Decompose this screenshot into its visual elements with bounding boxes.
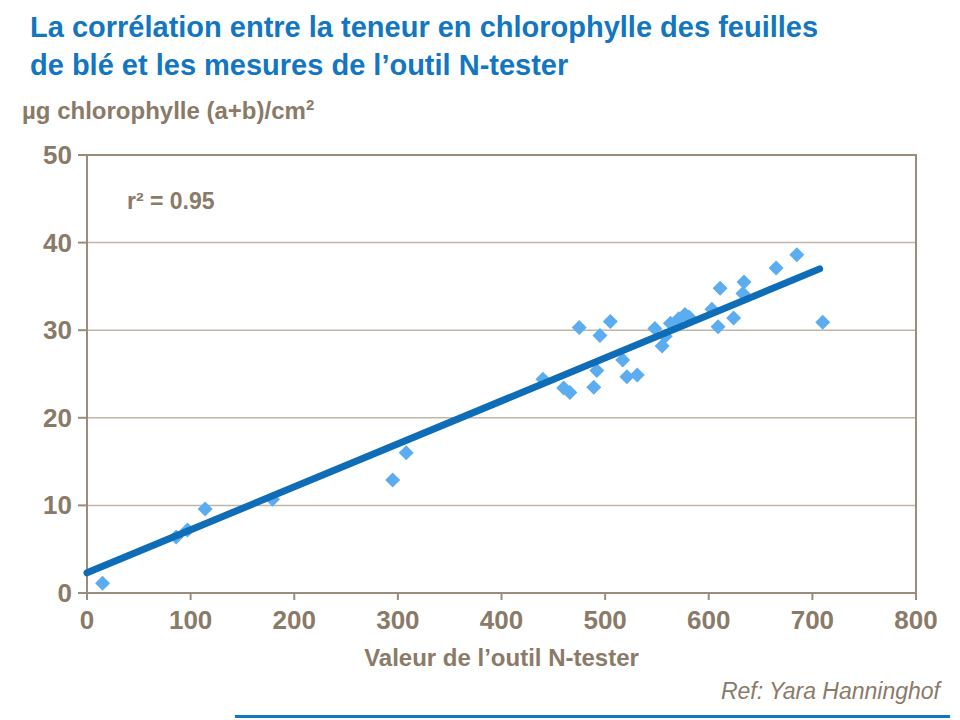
- slide: La corrélation entre la teneur en chloro…: [0, 0, 960, 720]
- y-tick-label: 50: [43, 140, 72, 170]
- scatter-point: [603, 314, 618, 329]
- scatter-point: [736, 275, 751, 290]
- scatter-point: [586, 380, 601, 395]
- scatter-point: [399, 445, 414, 460]
- y-tick-label: 0: [58, 578, 72, 608]
- x-tick-label: 0: [80, 605, 94, 635]
- scatter-point: [711, 319, 726, 334]
- footer-accent-line: [235, 715, 950, 718]
- trend-line: [87, 269, 820, 573]
- scatter-point: [630, 367, 645, 382]
- x-tick-label: 500: [583, 605, 626, 635]
- scatter-chart: 010203040500100200300400500600700800: [0, 0, 960, 720]
- scatter-point: [726, 310, 741, 325]
- y-tick-label: 30: [43, 315, 72, 345]
- x-tick-label: 600: [687, 605, 730, 635]
- scatter-point: [815, 315, 830, 330]
- reference-text: Ref: Yara Hanninghof: [721, 678, 940, 705]
- scatter-point: [385, 472, 400, 487]
- r-squared-annotation: r² = 0.95: [127, 188, 215, 215]
- scatter-point: [713, 281, 728, 296]
- scatter-point: [95, 576, 110, 591]
- y-tick-label: 10: [43, 490, 72, 520]
- x-tick-label: 800: [894, 605, 937, 635]
- scatter-point: [572, 320, 587, 335]
- x-tick-label: 200: [273, 605, 316, 635]
- x-axis-title: Valeur de l’outil N-tester: [87, 644, 916, 672]
- x-tick-label: 700: [791, 605, 834, 635]
- scatter-point: [789, 247, 804, 262]
- scatter-point: [769, 261, 784, 276]
- x-tick-label: 100: [169, 605, 212, 635]
- plot-border: [87, 155, 916, 593]
- x-tick-label: 300: [376, 605, 419, 635]
- y-tick-label: 40: [43, 228, 72, 258]
- scatter-point: [198, 501, 213, 516]
- y-tick-label: 20: [43, 403, 72, 433]
- x-tick-label: 400: [480, 605, 523, 635]
